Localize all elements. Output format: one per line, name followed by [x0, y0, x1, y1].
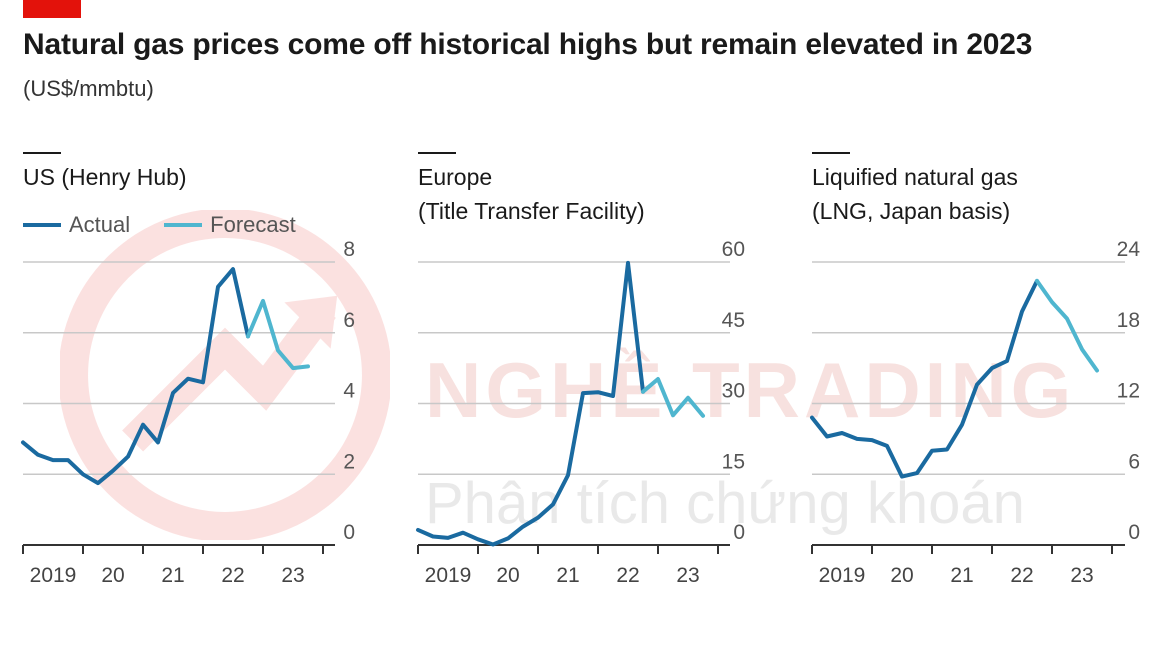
- x-tick-label-lng: 22: [1010, 564, 1033, 587]
- chart-title: Natural gas prices come off historical h…: [23, 28, 1033, 61]
- brand-red-tab: [23, 0, 81, 18]
- y-tick-label-us: 2: [343, 450, 355, 473]
- panel-title-us: US (Henry Hub): [23, 160, 187, 194]
- y-tick-label-us: 8: [343, 238, 355, 261]
- legend: Actual Forecast: [23, 212, 330, 238]
- y-tick-label-lng: 0: [1128, 521, 1140, 544]
- y-tick-label-lng: 12: [1117, 380, 1140, 403]
- legend-label-forecast: Forecast: [210, 212, 296, 237]
- x-tick-label-us: 21: [161, 564, 184, 587]
- legend-label-actual: Actual: [69, 212, 131, 237]
- y-tick-label-europe: 0: [733, 521, 745, 544]
- y-tick-label-lng: 6: [1128, 450, 1140, 473]
- legend-swatch-actual: [23, 223, 61, 227]
- panel-title-lng: Liquified natural gas (LNG, Japan basis): [812, 160, 1018, 228]
- series-line-forecast-lng: [1035, 278, 1099, 373]
- legend-swatch-forecast: [164, 223, 203, 227]
- legend-item-forecast: Forecast: [164, 212, 296, 238]
- series-line-forecast-us: [246, 298, 310, 371]
- x-tick-label-us: 22: [221, 564, 244, 587]
- series-line-actual-lng: [810, 278, 1039, 479]
- panel-title-lng-line1: Liquified natural gas: [812, 164, 1018, 190]
- x-tick-label-us: 2019: [30, 564, 77, 587]
- x-tick-label-europe: 23: [676, 564, 699, 587]
- x-tick-label-lng: 2019: [819, 564, 866, 587]
- x-tick-label-lng: 23: [1070, 564, 1093, 587]
- y-tick-label-us: 4: [343, 380, 355, 403]
- series-line-actual-us: [21, 267, 250, 486]
- panel-rule-lng: [812, 152, 850, 154]
- x-tick-label-us: 20: [101, 564, 124, 587]
- y-tick-label-europe: 45: [722, 309, 745, 332]
- series-line-actual-europe: [416, 260, 645, 547]
- x-tick-label-europe: 21: [556, 564, 579, 587]
- x-tick-label-europe: 20: [496, 564, 519, 587]
- x-tick-label-lng: 21: [950, 564, 973, 587]
- chart-subtitle: (US$/mmbtu): [23, 76, 154, 101]
- y-tick-label-europe: 30: [722, 380, 745, 403]
- y-tick-label-europe: 60: [722, 238, 745, 261]
- y-tick-label-lng: 18: [1117, 309, 1140, 332]
- panel-title-europe-line2: (Title Transfer Facility): [418, 198, 645, 224]
- x-tick-label-europe: 2019: [425, 564, 472, 587]
- panel-title-lng-line2: (LNG, Japan basis): [812, 198, 1011, 224]
- x-tick-label-europe: 22: [616, 564, 639, 587]
- panel-title-us-line: US (Henry Hub): [23, 164, 187, 190]
- series-line-forecast-europe: [641, 377, 705, 418]
- y-tick-label-us: 0: [343, 521, 355, 544]
- panel-title-europe: Europe (Title Transfer Facility): [418, 160, 645, 228]
- panel-rule-us: [23, 152, 61, 154]
- x-tick-label-us: 23: [281, 564, 304, 587]
- x-tick-label-lng: 20: [890, 564, 913, 587]
- y-tick-label-us: 6: [343, 309, 355, 332]
- y-tick-label-europe: 15: [722, 450, 745, 473]
- panel-rule-europe: [418, 152, 456, 154]
- legend-item-actual: Actual: [23, 212, 130, 238]
- y-tick-label-lng: 24: [1117, 238, 1141, 261]
- panel-title-europe-line1: Europe: [418, 164, 493, 190]
